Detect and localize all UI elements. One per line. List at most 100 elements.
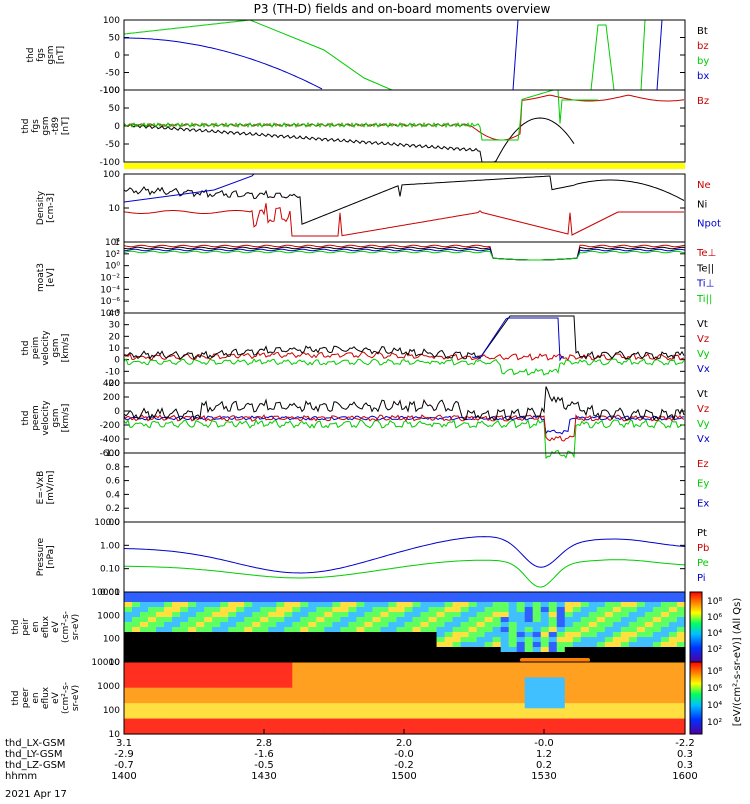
spectrogram-cell: [628, 637, 638, 643]
spectrogram-cell: [300, 703, 309, 709]
y-tick-label: 1: [114, 238, 120, 248]
spectrogram-cell: [212, 652, 221, 658]
spectrogram-cell: [452, 632, 462, 638]
spectrogram-cell: [620, 687, 630, 694]
spectrogram-cell: [604, 607, 614, 613]
spectrogram-cell: [252, 682, 261, 689]
spectrogram-cell: [572, 617, 582, 623]
spectrogram-cell: [188, 632, 197, 638]
spectrogram-cell: [180, 657, 189, 663]
spectrogram-cell: [124, 612, 133, 618]
spectrogram-cell: [228, 687, 237, 694]
spectrogram-cell: [228, 627, 237, 633]
temperature-line: [123, 248, 686, 261]
spectrogram-cell: [508, 708, 518, 715]
spectrogram-cell: [268, 617, 277, 623]
spectrogram-cell: [220, 708, 229, 715]
spectrogram-cell: [468, 698, 478, 704]
spectrogram-cell: [260, 682, 269, 689]
spectrogram-cell: [356, 602, 366, 608]
spectrogram-cell: [300, 597, 309, 603]
spectrogram-cell: [460, 692, 470, 699]
spectrogram-cell: [556, 597, 566, 603]
spectrogram-cell: [644, 677, 654, 684]
spectrogram-cell: [324, 703, 333, 709]
spectrogram-cell: [132, 703, 141, 709]
spectrogram-cell: [140, 627, 149, 633]
spectrogram-cell: [580, 718, 590, 725]
spectrogram-cell: [220, 718, 229, 725]
y-axis-label: eflux: [41, 686, 51, 709]
spectrogram-cell: [476, 602, 486, 608]
x-axis-value: 1600: [672, 771, 697, 782]
spectrogram-cell: [540, 672, 550, 679]
spectrogram-cell: [284, 637, 293, 643]
spectrogram-cell: [316, 672, 325, 679]
spectrogram-cell: [556, 718, 566, 725]
spectrogram-cell: [348, 607, 358, 613]
spectrogram-cell: [300, 692, 309, 699]
spectrogram-cell: [516, 652, 526, 658]
spectrogram-cell: [348, 672, 358, 679]
spectrogram-cell: [244, 652, 253, 658]
spectrogram-cell: [396, 682, 406, 689]
spectrogram-cell: [452, 622, 462, 628]
spectrogram-cell: [244, 692, 253, 699]
spectrogram-cell: [188, 627, 197, 633]
spectrogram-cell: [268, 703, 277, 709]
spectrogram-cell: [532, 723, 542, 730]
spectrogram-cell: [556, 703, 566, 709]
spectrogram-cell: [484, 602, 494, 608]
spectrogram-cell: [612, 713, 622, 720]
spectrogram-cell: [220, 687, 229, 694]
spectrogram-cell: [412, 692, 422, 699]
spectrogram-cell: [460, 607, 470, 613]
spectrogram-cell: [596, 657, 606, 663]
spectrogram-cell: [532, 602, 542, 608]
spectrogram-cell: [300, 687, 309, 694]
spectrogram-cell: [628, 708, 638, 715]
spectrogram-cell: [172, 687, 181, 694]
spectrogram-cell: [164, 723, 173, 730]
spectrogram-cell: [372, 592, 382, 598]
spectrogram-cell: [644, 642, 654, 648]
spectrogram-cell: [508, 728, 518, 735]
spectrogram-cell: [628, 602, 638, 608]
spectrogram-cell: [316, 627, 325, 633]
spectrogram-cell: [516, 703, 526, 709]
spectrogram-cell: [604, 597, 614, 603]
spectrogram-cell: [132, 667, 141, 673]
spectrogram-cell: [484, 622, 494, 628]
spectrogram-cell: [412, 647, 422, 653]
spectrogram-cell: [452, 692, 462, 699]
spectrogram-cell: [252, 657, 261, 663]
spectrogram-cell: [612, 672, 622, 679]
x-axis-value: 1530: [531, 771, 556, 782]
y-axis-label: thd: [21, 411, 31, 426]
spectrogram-cell: [252, 687, 261, 694]
spectrogram-cell: [260, 592, 269, 598]
spectrogram-cell: [516, 592, 526, 598]
spectrogram-cell: [172, 622, 181, 628]
spectrogram-cell: [500, 592, 510, 598]
figure-title: P3 (TH-D) fields and on-board moments ov…: [254, 2, 551, 16]
spectrogram-cell: [444, 632, 454, 638]
spectrogram-cell: [564, 607, 574, 613]
spectrogram-cell: [180, 687, 189, 694]
spectrogram-cell: [476, 698, 486, 704]
spectrogram-cell: [612, 652, 622, 658]
spectrogram-cell: [156, 652, 165, 658]
spectrogram-cell: [492, 652, 502, 658]
panel-5-lines: [123, 315, 685, 376]
spectrogram-cell: [380, 642, 390, 648]
spectrogram-cell: [484, 713, 494, 720]
spectrogram-cell: [436, 698, 446, 704]
spectrogram-cell: [348, 647, 358, 653]
spectrogram-cell: [644, 708, 654, 715]
spectrogram-cell: [268, 687, 277, 694]
spectrogram-cell: [532, 612, 542, 618]
spectrogram-cell: [196, 652, 205, 658]
spectrogram-cell: [532, 607, 542, 613]
y-tick-label: 1000: [97, 682, 120, 692]
